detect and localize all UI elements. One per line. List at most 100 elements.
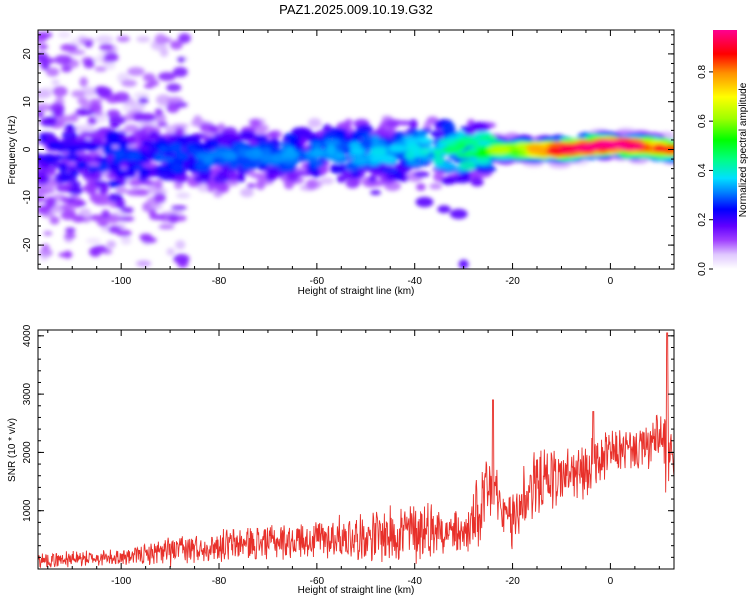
heatmap-cell — [158, 156, 175, 163]
heatmap-cell — [168, 142, 183, 154]
heatmap-cell — [121, 79, 137, 88]
heatmap-cell — [597, 140, 616, 148]
heatmap-cell — [77, 97, 89, 105]
heatmap-cell — [251, 172, 265, 179]
heatmap-cell — [89, 247, 101, 257]
heatmap-cell — [409, 119, 418, 130]
heatmap-cell — [40, 61, 50, 71]
snr-x-tick-label: -40 — [407, 576, 422, 587]
heatmap-cell — [108, 116, 126, 125]
heatmap-cell — [46, 141, 65, 151]
heatmap-cell — [127, 153, 142, 161]
heatmap-cell — [478, 134, 498, 142]
heatmap-cell — [267, 166, 279, 174]
heatmap-cell — [166, 83, 182, 92]
heatmap-cell — [245, 148, 263, 160]
heatmap-cell — [133, 91, 150, 99]
colorbar: 0.0 0.2 0.4 0.6 0.8 Normalized spectral ampl… — [697, 30, 749, 276]
heatmap-cell — [69, 169, 80, 177]
heatmap-cell — [253, 134, 268, 142]
heatmap-cell — [101, 209, 110, 220]
heatmap-cell — [460, 125, 471, 132]
heatmap-cell — [38, 110, 45, 118]
snr-x-tick-label: 0 — [608, 576, 614, 587]
snr-y-ticks: 1000 2000 3000 4000 — [22, 324, 674, 570]
heatmap-cell — [41, 244, 50, 251]
heatmap-cell — [192, 115, 203, 126]
heatmap-cell — [470, 121, 488, 130]
snr-x-axis-label: Height of straight line (km) — [298, 585, 415, 596]
heatmap-cell — [170, 40, 183, 50]
heatmap-cell — [345, 178, 360, 189]
spectrogram-y-tick-label: 10 — [22, 96, 33, 108]
heatmap-cell — [368, 175, 377, 183]
colorbar-tick-label: 0.6 — [697, 114, 708, 128]
spectrogram-y-tick-label: 20 — [22, 48, 33, 60]
heatmap-cell — [385, 119, 400, 128]
heatmap-cell — [89, 214, 104, 221]
heatmap-cell — [39, 248, 53, 258]
heatmap-cell — [370, 189, 382, 196]
heatmap-cell — [326, 144, 336, 155]
heatmap-cell — [50, 205, 63, 211]
heatmap-cell — [64, 123, 75, 130]
heatmap-cell — [307, 118, 322, 129]
heatmap-cell — [58, 252, 73, 258]
heatmap-cell — [166, 209, 184, 216]
heatmap-cell — [38, 52, 49, 63]
heatmap-cell — [172, 66, 188, 78]
heatmap-cell — [283, 179, 295, 190]
heatmap-cell — [154, 33, 167, 45]
heatmap-cell — [143, 83, 154, 89]
heatmap-cell — [433, 171, 445, 182]
heatmap-cell — [310, 147, 324, 158]
snr-x-tick-label: -100 — [111, 576, 131, 587]
heatmap-cell — [396, 145, 407, 153]
heatmap-cell — [415, 196, 434, 208]
colorbar-label: Normalized spectral amplitude — [738, 82, 749, 217]
heatmap-cell — [51, 79, 60, 86]
heatmap-cell — [582, 143, 601, 151]
heatmap-cell — [38, 43, 49, 50]
heatmap-cell — [134, 164, 144, 171]
spectrogram-y-tick-label: -10 — [22, 190, 33, 205]
heatmap-cell — [142, 202, 151, 212]
colorbar-gradient — [713, 30, 737, 269]
heatmap-cell — [98, 220, 109, 228]
heatmap-cell — [95, 86, 113, 97]
spectrogram-y-tick-label: -20 — [22, 237, 33, 252]
heatmap-cell — [38, 89, 52, 99]
heatmap-cell — [153, 179, 163, 190]
heatmap-cell — [38, 133, 48, 144]
heatmap-cell — [108, 225, 122, 234]
heatmap-cell — [52, 86, 68, 97]
heatmap-cell — [128, 179, 144, 187]
heatmap-cell — [58, 162, 69, 174]
figure-title: PAZ1.2025.009.10.19.G32 — [279, 2, 433, 17]
heatmap-cell — [441, 146, 460, 154]
heatmap-cell — [80, 109, 95, 116]
heatmap-cell — [175, 239, 186, 250]
heatmap-cell — [187, 135, 201, 143]
heatmap-cell — [349, 148, 365, 155]
heatmap-cell — [166, 248, 175, 256]
heatmap-cell — [351, 171, 361, 179]
heatmap-cell — [323, 138, 341, 146]
heatmap-cell — [70, 181, 82, 188]
heatmap-cell — [268, 130, 279, 138]
heatmap-cell — [65, 227, 76, 234]
heatmap-cell — [415, 183, 426, 191]
heatmap-cell — [240, 187, 254, 198]
heatmap-cell — [418, 147, 431, 156]
heatmap-cell — [38, 187, 49, 196]
heatmap-cell — [342, 169, 356, 180]
heatmap-cell — [38, 175, 51, 182]
heatmap-cell — [43, 230, 53, 236]
snr-y-tick-label: 2000 — [22, 441, 33, 464]
heatmap-cell — [66, 196, 76, 204]
heatmap-cell — [148, 208, 157, 217]
heatmap-cell — [55, 154, 67, 161]
heatmap-cell — [177, 56, 186, 63]
heatmap-cell — [79, 76, 88, 88]
